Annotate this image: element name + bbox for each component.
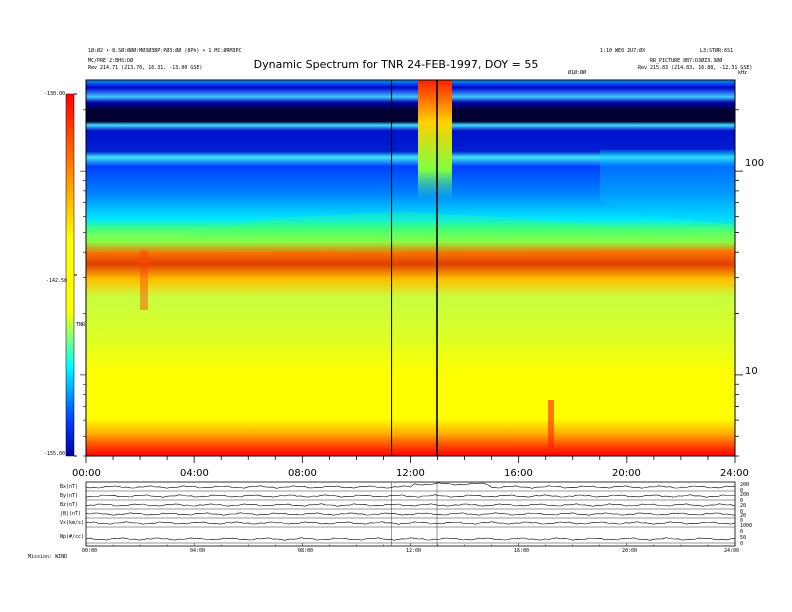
- aux-trace: [85, 521, 736, 525]
- aux-trace: [85, 503, 736, 507]
- aux-rtick-6: 20: [740, 513, 747, 519]
- aux-label-bx: Bx(nT): [60, 484, 79, 490]
- aux-rtick-7: 0: [740, 518, 744, 524]
- aux-label-b: |B|(nT): [60, 511, 82, 517]
- y-tick-label-100: 100: [745, 158, 765, 169]
- header-left-line-2: MC/PRE 2:BHS:DØ: [88, 58, 134, 64]
- header-left-line-3: Rev 214.71 (213.70, 16.31, -13.00 GSE): [88, 65, 203, 71]
- aux-rtick-9: 0: [740, 529, 744, 535]
- header-right-line-3: RR_PICTURE 8B7:D3ØZ3.3ØØ: [650, 58, 723, 64]
- x-tick-label-0000: 00:00: [72, 468, 101, 479]
- x-tick-label-1200: 12:00: [396, 468, 425, 479]
- x-tick-label-0800: 08:00: [288, 468, 317, 479]
- aux-trace: [85, 482, 736, 489]
- emission-burst: [418, 80, 452, 200]
- aux-x-1200: 12:00: [406, 548, 422, 554]
- aux-x-0800: 08:00: [298, 548, 314, 554]
- aux-rtick-4: 20: [740, 503, 747, 509]
- aux-label-by: By(nT): [60, 493, 79, 499]
- aux-rtick-8: 1000: [740, 523, 753, 529]
- aux-x-0400: 04:00: [190, 548, 206, 554]
- aux-x-2000: 20:00: [622, 548, 638, 554]
- aux-frame: [85, 481, 736, 547]
- colorbar-tick-top: -130.00: [44, 91, 66, 97]
- x-tick-label-2000: 20:00: [612, 468, 641, 479]
- aux-rtick-11: 0: [740, 541, 744, 547]
- aux-x-1600: 16:00: [514, 548, 530, 554]
- aux-rtick-0: 200: [740, 482, 750, 488]
- header-right-line-2: L3:STØR:6S1: [700, 48, 734, 54]
- colorbar-label: TNR: [76, 322, 86, 328]
- spectrogram-field: [86, 80, 735, 456]
- x-tick-label-2400: 24:00: [720, 468, 749, 479]
- header-center-small: Ø1Ø:ØØ: [568, 70, 587, 76]
- aux-label-np: Np(#/cc): [60, 534, 85, 540]
- aux-label-bz: Bz(nT): [60, 502, 79, 508]
- green-band-edge: [86, 212, 735, 252]
- hot-spot-1700: [548, 400, 554, 450]
- aux-rtick-3: 0: [740, 498, 744, 504]
- cyan-band-right: [600, 150, 735, 225]
- aux-trace: [85, 537, 736, 541]
- aux-trace: [85, 494, 735, 498]
- aux-label-vx: Vx(km/s): [60, 520, 85, 526]
- aux-x-2400: 24:00: [724, 548, 740, 554]
- header-right-line-4: Rev 215.83 (214.83, 16.88, -12.31 GSE): [638, 65, 753, 71]
- y-tick-label-10: 10: [745, 366, 758, 377]
- header-right-line-1: 1:10 WEO 2U7:ØX: [600, 48, 646, 54]
- chart-title: Dynamic Spectrum for TNR 24-FEB-1997, DO…: [253, 58, 539, 71]
- aux-x-0000: 00:00: [82, 548, 98, 554]
- colorbar-tick-bottom: -155.00: [44, 451, 66, 457]
- x-tick-label-0400: 04:00: [180, 468, 209, 479]
- header-left-line-1: 1Ø:Ø2 • 8.SØ:ØØØ:MØ3Ø3BP:PØ3:ØØ (8Ph) • …: [88, 48, 242, 54]
- colorbar-tick-mid: -142.50: [46, 278, 68, 284]
- aux-rtick-5: 0: [740, 509, 744, 515]
- aux-trace: [85, 512, 736, 516]
- aux-rtick-1: 0: [740, 488, 744, 494]
- aux-footer: Mission: WIND: [28, 554, 68, 560]
- y-unit-label: kHz: [738, 70, 748, 76]
- aux-rtick-2: 200: [740, 492, 750, 498]
- burst-left-vertical: [140, 250, 148, 310]
- x-tick-label-1600: 16:00: [504, 468, 533, 479]
- aux-rtick-10: 50: [740, 535, 747, 541]
